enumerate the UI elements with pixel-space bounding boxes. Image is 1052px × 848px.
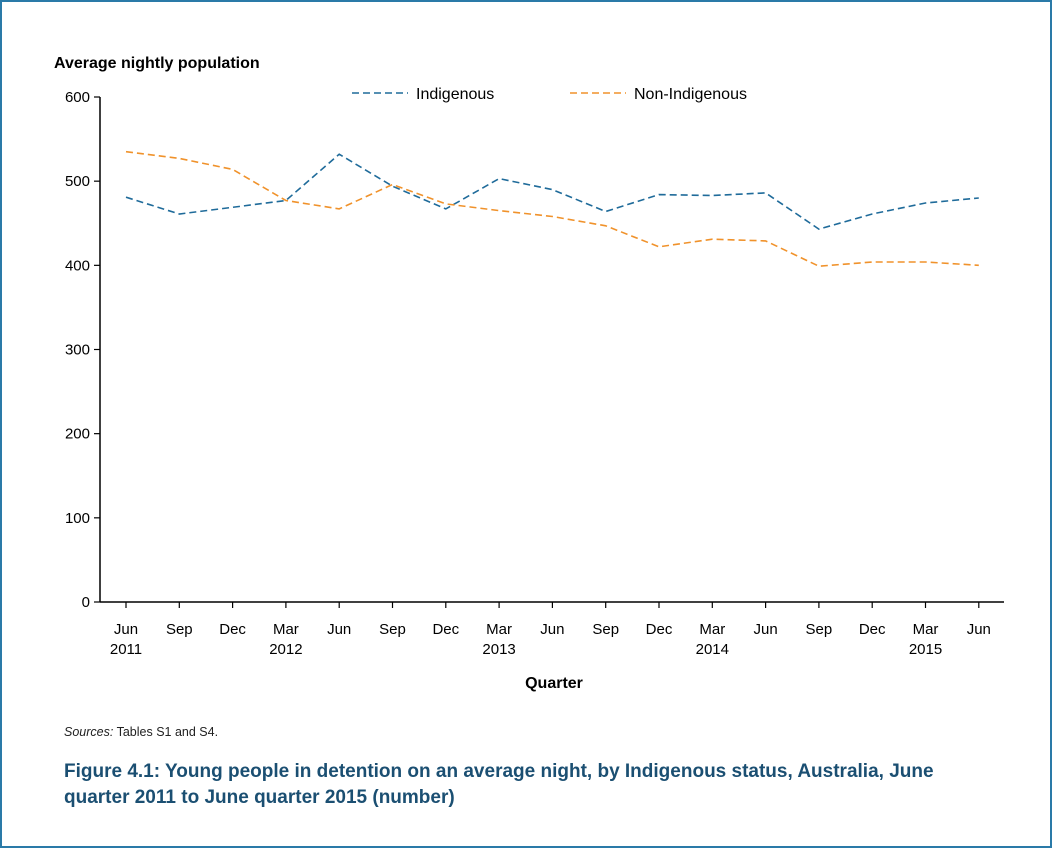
y-tick-label: 500 <box>65 173 90 190</box>
series-line-indigenous <box>125 153 979 230</box>
x-tick-label: Sep <box>166 621 193 638</box>
sources-text: Tables S1 and S4. <box>113 725 219 739</box>
y-tick-label: 400 <box>65 257 90 274</box>
x-tick-label: Mar <box>486 621 512 638</box>
series-line-non-indigenous <box>125 150 979 268</box>
x-tick-label: Jun <box>114 621 138 638</box>
x-tick-year-label: 2011 <box>110 641 142 658</box>
x-axis-title: Quarter <box>525 675 583 692</box>
x-tick-label: Mar <box>699 621 725 638</box>
sources-note: Sources: Tables S1 and S4. <box>64 725 218 739</box>
x-tick-year-label: 2013 <box>482 641 515 658</box>
x-tick-year-label: 2015 <box>909 641 942 658</box>
sources-label: Sources: <box>64 725 114 739</box>
x-tick-label: Mar <box>913 621 939 638</box>
x-tick-label: Sep <box>592 621 619 638</box>
x-tick-label: Jun <box>540 621 564 638</box>
x-tick-label: Sep <box>379 621 406 638</box>
figure-caption: Figure 4.1: Young people in detention on… <box>64 761 934 808</box>
x-tick-label: Dec <box>432 621 459 638</box>
x-tick-label: Sep <box>806 621 833 638</box>
x-tick-label: Jun <box>327 621 351 638</box>
x-tick-label: Jun <box>967 621 991 638</box>
x-tick-label: Mar <box>273 621 299 638</box>
legend-label: Non-Indigenous <box>634 86 747 103</box>
x-tick-year-label: 2014 <box>696 641 729 658</box>
y-tick-label: 100 <box>65 510 90 527</box>
line-chart: 0 100 200 300 400 500 600 Jun 2011 Sep Dec Mar 2012 J… <box>65 86 1004 692</box>
y-axis-title: Average nightly population <box>54 55 260 72</box>
legend-label: Indigenous <box>416 86 494 103</box>
x-tick-label: Jun <box>754 621 778 638</box>
y-tick-label: 200 <box>65 426 90 443</box>
x-tick-label: Dec <box>859 621 886 638</box>
y-tick-label: 300 <box>65 342 90 359</box>
x-tick-label: Dec <box>646 621 673 638</box>
y-tick-label: 0 <box>82 594 90 611</box>
x-tick-label: Dec <box>219 621 246 638</box>
y-tick-label: 600 <box>65 89 90 106</box>
x-tick-year-label: 2012 <box>269 641 302 658</box>
